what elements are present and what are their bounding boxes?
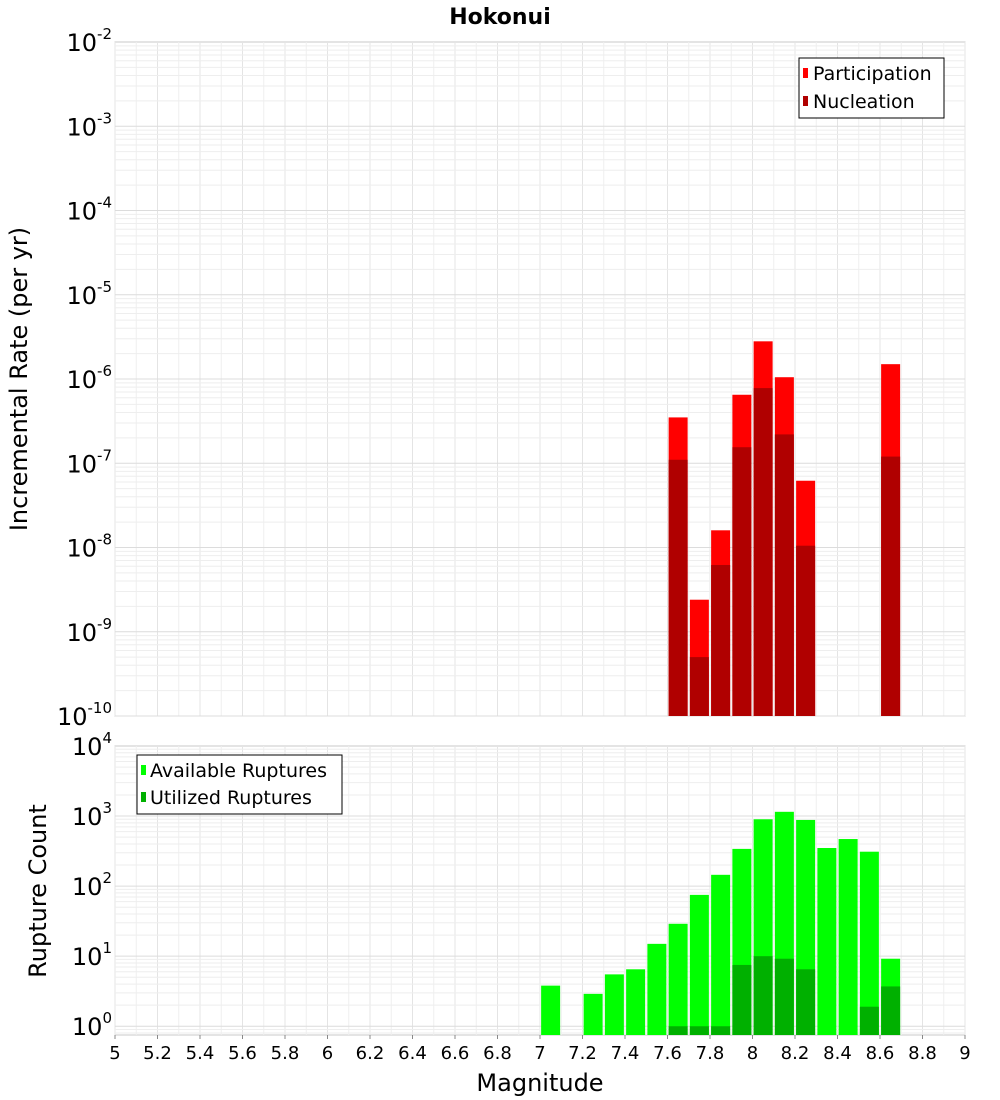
legend-label-available: Available Ruptures: [150, 760, 327, 782]
legend-swatch-available: [141, 765, 146, 775]
count-bar-available-ruptures: [626, 969, 646, 1035]
y-tick-label: 10-4: [66, 194, 112, 226]
y-tick-label: 104: [72, 729, 112, 761]
count-bar-utilized-ruptures: [711, 1026, 731, 1035]
y-tick-label: 10-8: [66, 531, 112, 563]
legend-swatch-utilized: [141, 792, 146, 802]
count-bar-utilized-ruptures: [668, 1026, 688, 1035]
x-tick-label: 6.4: [398, 1043, 427, 1064]
rate-y-tick-labels: 10-2 10-3 10-4 10-5 10-6 10-7 10-8 10-9 10-10: [57, 25, 112, 731]
x-tick-labels: 5 5.2 5.4 5.6 5.8 6 6.2 6.4 6.6 6.8 7 7.2 7.4 7.6 7.8 8…: [109, 1035, 971, 1064]
x-tick-label: 7.2: [568, 1043, 597, 1064]
rate-panel: 10-2 10-3 10-4 10-5 10-6 10-7 10-8 10-9 10-10 In…: [5, 25, 966, 731]
x-tick-label: 6: [322, 1043, 333, 1064]
chart-title: Hokonui: [449, 5, 551, 30]
count-bar-available-ruptures: [668, 923, 688, 1035]
x-tick-label: 8.6: [866, 1043, 895, 1064]
rate-bar-nucleation: [668, 459, 688, 716]
rate-bar-nucleation: [796, 545, 816, 716]
count-bar-available-ruptures: [583, 993, 603, 1035]
legend-label-participation: Participation: [813, 63, 932, 85]
y-tick-label: 103: [72, 799, 112, 831]
count-bar-utilized-ruptures: [753, 956, 773, 1035]
x-tick-label: 8.4: [823, 1043, 852, 1064]
rate-bars: [668, 341, 901, 716]
count-bar-available-ruptures: [838, 839, 858, 1035]
count-bar-utilized-ruptures: [689, 1026, 709, 1035]
count-bar-available-ruptures: [647, 943, 667, 1035]
y-tick-label: 10-7: [66, 446, 112, 478]
x-tick-label: 8: [747, 1043, 758, 1064]
x-tick-label: 5: [109, 1043, 120, 1064]
y-tick-label: 100: [72, 1009, 112, 1041]
x-tick-label: 6.6: [441, 1043, 470, 1064]
count-bar-available-ruptures: [817, 848, 837, 1035]
y-tick-label: 10-6: [66, 362, 112, 394]
rate-legend-box: [798, 57, 945, 119]
x-tick-label: 7: [534, 1043, 545, 1064]
rate-y-axis-label: Incremental Rate (per yr): [5, 227, 33, 531]
y-tick-label: 10-3: [66, 109, 112, 141]
count-bars: [541, 811, 901, 1035]
rate-bar-nucleation: [711, 564, 731, 716]
x-tick-label: 5.2: [143, 1043, 172, 1064]
x-tick-label: 8.8: [908, 1043, 937, 1064]
count-y-tick-labels: 104 103 102 101 100: [72, 729, 112, 1041]
count-legend: Available Ruptures Utilized Ruptures: [136, 754, 343, 815]
x-tick-label: 5.4: [186, 1043, 215, 1064]
x-tick-label: 8.2: [781, 1043, 810, 1064]
x-tick-label: 6.8: [483, 1043, 512, 1064]
rate-bar-nucleation: [881, 456, 901, 716]
x-tick-label: 6.2: [356, 1043, 385, 1064]
count-bar-available-ruptures: [541, 985, 561, 1035]
rate-bar-nucleation: [689, 657, 709, 716]
y-tick-label: 102: [72, 869, 112, 901]
legend-swatch-nucleation: [803, 96, 808, 106]
y-tick-label: 10-10: [57, 699, 112, 731]
y-tick-label: 10-2: [66, 25, 112, 57]
legend-label-utilized: Utilized Ruptures: [150, 787, 312, 809]
x-tick-label: 5.6: [228, 1043, 257, 1064]
count-bar-available-ruptures: [689, 894, 709, 1035]
count-bar-available-ruptures: [859, 851, 879, 1035]
x-tick-label: 7.6: [653, 1043, 682, 1064]
rate-gridlines: [114, 42, 966, 717]
count-bar-available-ruptures: [604, 974, 624, 1035]
rate-legend: Participation Nucleation: [798, 57, 945, 119]
rate-bar-nucleation: [774, 434, 794, 716]
x-tick-label: 7.4: [611, 1043, 640, 1064]
y-tick-label: 10-9: [66, 615, 112, 647]
count-bar-utilized-ruptures: [796, 969, 816, 1035]
y-tick-label: 10-5: [66, 278, 112, 310]
rate-bar-nucleation: [732, 447, 752, 716]
x-tick-label: 7.8: [696, 1043, 725, 1064]
count-y-axis-label: Rupture Count: [24, 804, 52, 978]
legend-label-nucleation: Nucleation: [813, 91, 915, 113]
x-axis-label: Magnitude: [476, 1069, 603, 1097]
count-bar-available-ruptures: [711, 874, 731, 1035]
count-bar-utilized-ruptures: [774, 958, 794, 1035]
y-tick-label: 101: [72, 939, 112, 971]
count-bar-utilized-ruptures: [881, 986, 901, 1035]
count-panel: 104 103 102 101 100 5 5.2 5.4 5.6 5.8 6 6.2 6.4 6.6 6…: [24, 729, 971, 1097]
count-legend-box: [136, 754, 343, 815]
rate-bar-nucleation: [753, 388, 773, 716]
count-bar-utilized-ruptures: [859, 1006, 879, 1035]
count-bar-utilized-ruptures: [732, 964, 752, 1035]
x-tick-label: 9: [959, 1043, 970, 1064]
x-tick-label: 5.8: [271, 1043, 300, 1064]
legend-swatch-participation: [803, 68, 808, 78]
